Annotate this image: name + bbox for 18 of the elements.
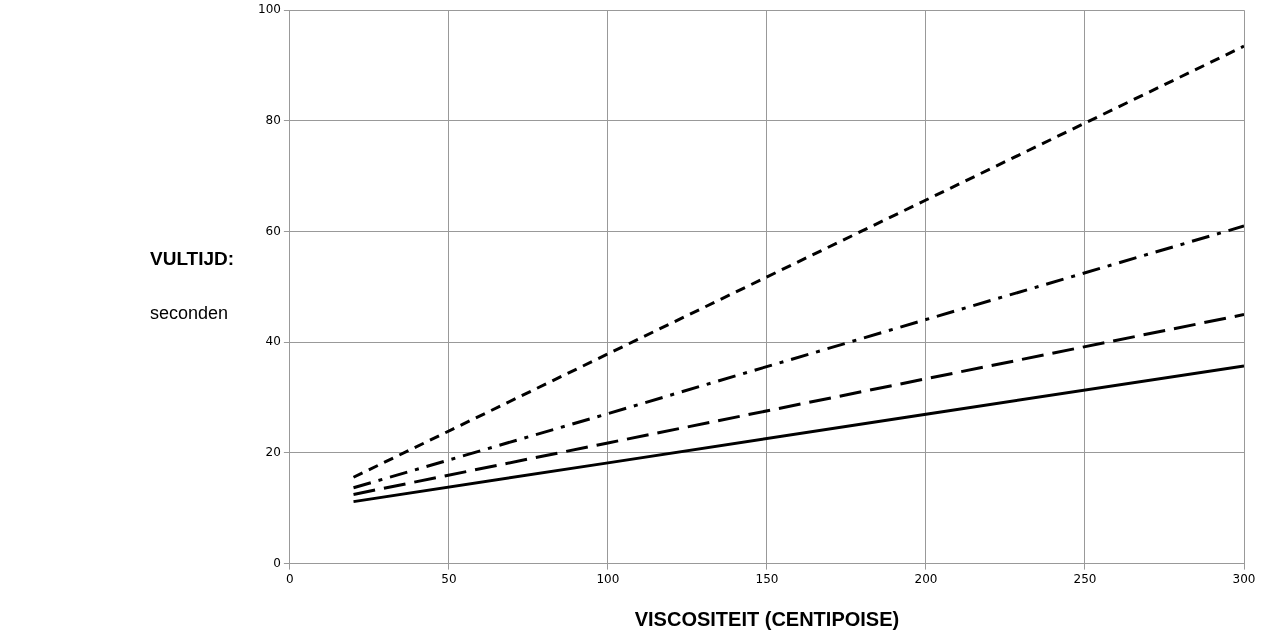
x-tick-label: 50: [441, 571, 457, 586]
y-tick-label: 60: [265, 223, 281, 238]
x-tick-label: 150: [755, 571, 779, 586]
line-series: [352, 44, 1244, 479]
y-tick-label: 100: [258, 2, 281, 17]
y-tick-label: 20: [265, 445, 281, 460]
x-tick-label: 250: [1073, 571, 1097, 586]
y-tick-label: 0: [273, 555, 281, 570]
x-axis-title: VISCOSITEIT (CENTIPOISE): [634, 607, 900, 630]
x-tick-label: 300: [1232, 571, 1256, 586]
x-tick-label: 200: [914, 571, 938, 586]
x-tick-label: 0: [286, 571, 294, 586]
line-series: [352, 313, 1244, 496]
y-tick-label: 80: [265, 113, 281, 127]
x-tick-label: 100: [596, 571, 620, 586]
line-series: [352, 224, 1244, 490]
y-tick-label: 40: [265, 334, 281, 349]
text: VULTIJD: seconden: [150, 248, 235, 323]
